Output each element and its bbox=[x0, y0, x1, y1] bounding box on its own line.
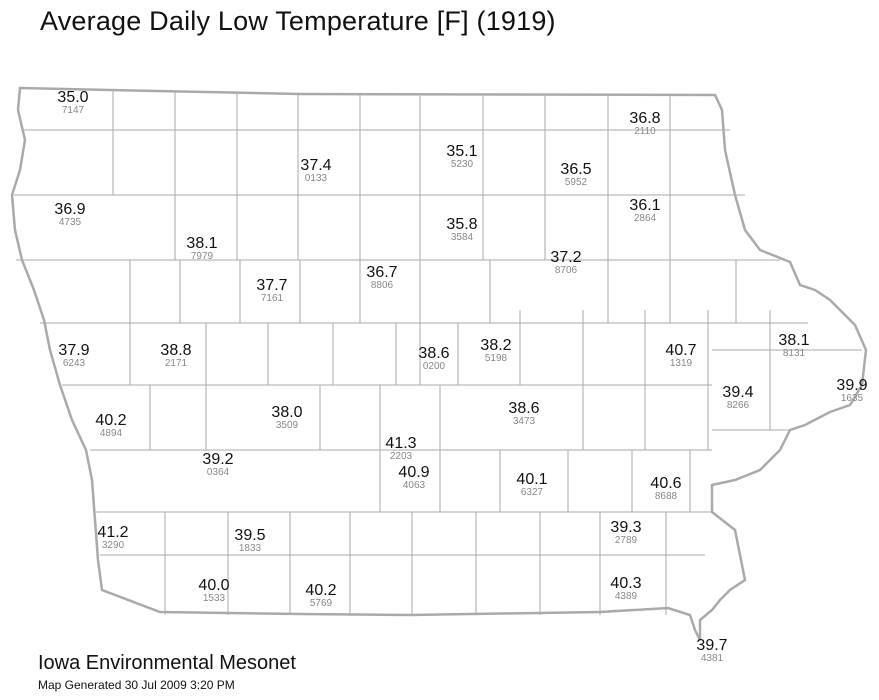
station-value: 40.6 bbox=[650, 475, 681, 492]
station-id: 2171 bbox=[165, 358, 188, 369]
station-value: 37.9 bbox=[58, 342, 89, 359]
station-value: 41.3 bbox=[385, 435, 416, 452]
station-id: 3290 bbox=[102, 540, 125, 551]
station-id: 5952 bbox=[565, 177, 588, 188]
station-value: 38.1 bbox=[778, 332, 809, 349]
station-id: 8131 bbox=[783, 348, 806, 359]
station-id: 1319 bbox=[670, 358, 693, 369]
station-id: 3509 bbox=[276, 420, 299, 431]
station-value: 39.7 bbox=[696, 637, 727, 654]
station-value: 38.1 bbox=[186, 235, 217, 252]
station-value: 37.7 bbox=[256, 277, 287, 294]
station-id: 3473 bbox=[513, 416, 536, 427]
station-value: 36.5 bbox=[560, 161, 591, 178]
station-id: 4063 bbox=[403, 480, 426, 491]
station-value: 38.0 bbox=[271, 404, 302, 421]
station-id: 2110 bbox=[634, 126, 656, 137]
station-value: 38.8 bbox=[160, 342, 191, 359]
station-value: 37.2 bbox=[550, 249, 581, 266]
station-value: 36.9 bbox=[54, 201, 85, 218]
station-value: 36.8 bbox=[629, 110, 660, 127]
station-value: 36.7 bbox=[366, 264, 397, 281]
county-lines bbox=[14, 90, 862, 615]
state-outline bbox=[10, 86, 868, 641]
station-value: 38.6 bbox=[508, 400, 539, 417]
station-value: 40.0 bbox=[198, 577, 229, 594]
station-id: 2203 bbox=[390, 451, 413, 462]
station-id: 1533 bbox=[203, 593, 226, 604]
station-id: 8706 bbox=[555, 265, 578, 276]
station-id: 7147 bbox=[62, 105, 85, 116]
station-value: 36.1 bbox=[629, 197, 660, 214]
station-value: 40.9 bbox=[398, 464, 429, 481]
station-value: 35.0 bbox=[57, 89, 88, 106]
station-id: 0133 bbox=[305, 173, 328, 184]
station-id: 2789 bbox=[615, 535, 638, 546]
station-id: 2864 bbox=[634, 213, 657, 224]
station-value: 39.2 bbox=[202, 451, 233, 468]
station-id: 5769 bbox=[310, 598, 333, 609]
station-id: 6243 bbox=[63, 358, 86, 369]
station-id: 4894 bbox=[100, 428, 123, 439]
footer-org: Iowa Environmental Mesonet bbox=[38, 652, 296, 674]
station-value: 39.9 bbox=[836, 377, 867, 394]
station-id: 6327 bbox=[521, 487, 544, 498]
station-id: 8806 bbox=[371, 280, 394, 291]
station-id: 1833 bbox=[239, 543, 262, 554]
station-value: 39.4 bbox=[722, 384, 753, 401]
station-id: 3584 bbox=[451, 232, 474, 243]
station-id: 8266 bbox=[727, 400, 750, 411]
station-id: 4735 bbox=[59, 217, 82, 228]
station-id: 7979 bbox=[191, 251, 214, 262]
station-id: 0364 bbox=[207, 467, 230, 478]
map-title: Average Daily Low Temperature [F] (1919) bbox=[40, 6, 556, 36]
station-value: 38.2 bbox=[480, 337, 511, 354]
station-value: 40.2 bbox=[305, 582, 336, 599]
station-id: 4389 bbox=[615, 591, 638, 602]
station-id: 1635 bbox=[841, 393, 864, 404]
station-value: 41.2 bbox=[97, 524, 128, 541]
station-value: 40.7 bbox=[665, 342, 696, 359]
station-id: 5198 bbox=[485, 353, 508, 364]
station-id: 8688 bbox=[655, 491, 678, 502]
station-id: 4381 bbox=[701, 653, 724, 664]
station-id: 5230 bbox=[451, 159, 474, 170]
station-value: 39.3 bbox=[610, 519, 641, 536]
station-value: 40.1 bbox=[516, 471, 547, 488]
station-value: 38.6 bbox=[418, 345, 449, 362]
station-value: 35.8 bbox=[446, 216, 477, 233]
station-value: 35.1 bbox=[446, 143, 477, 160]
station-value: 37.4 bbox=[300, 157, 331, 174]
station-value: 40.3 bbox=[610, 575, 641, 592]
station-id: 7161 bbox=[261, 293, 284, 304]
station-id: 0200 bbox=[423, 361, 446, 372]
station-value: 39.5 bbox=[234, 527, 265, 544]
station-value: 40.2 bbox=[95, 412, 126, 429]
footer-generated: Map Generated 30 Jul 2009 3:20 PM bbox=[38, 678, 235, 692]
